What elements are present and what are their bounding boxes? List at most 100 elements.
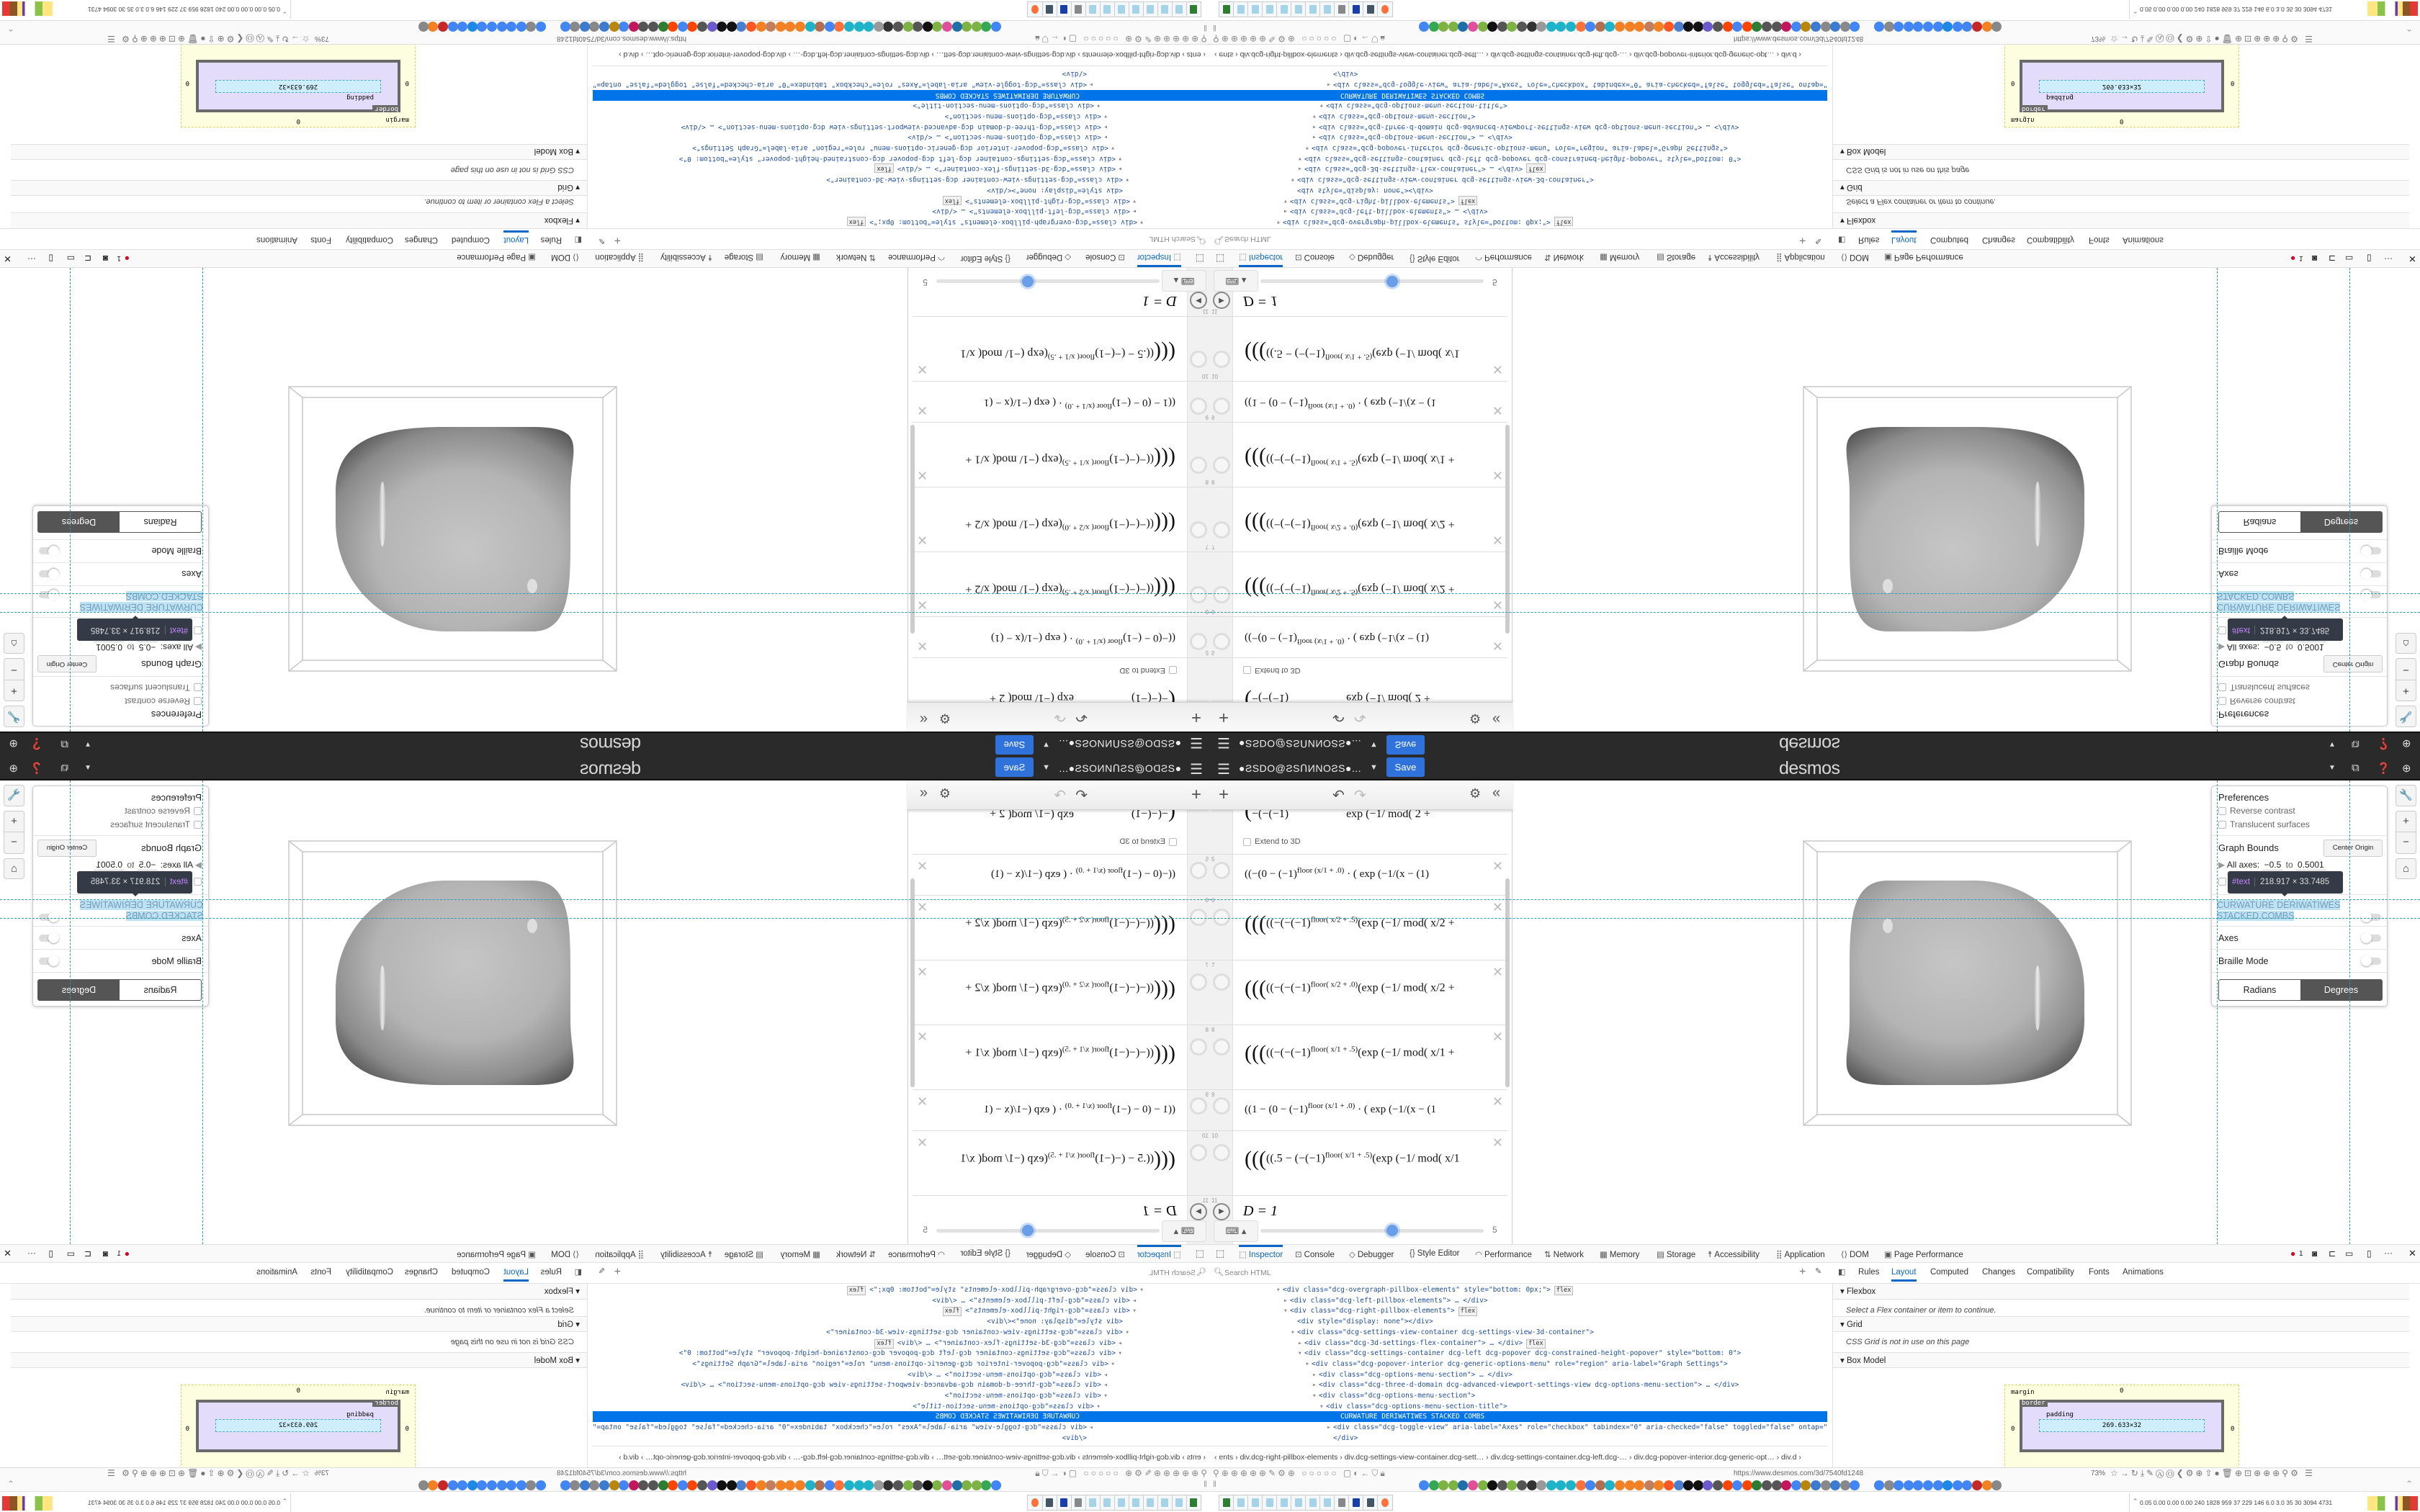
flex-badge[interactable]: flex	[1526, 1338, 1546, 1349]
error-icon[interactable]: ●	[2290, 253, 2296, 264]
chevron-up-icon[interactable]: ⌃	[6, 23, 14, 33]
reverse-contrast-checkbox[interactable]: Reverse contrast	[125, 696, 202, 706]
sidebar-tab-rules[interactable]: Rules	[1858, 1268, 1880, 1277]
measure-icon[interactable]: ▭	[66, 253, 75, 264]
bookmark-icon[interactable]	[1595, 1480, 1605, 1490]
bookmark-icon[interactable]	[447, 22, 458, 32]
center-origin-button[interactable]: Center Origin	[37, 840, 97, 857]
error-icon[interactable]: ●	[2290, 1248, 2296, 1259]
box-model-section-header[interactable]: ▾ Box Model	[1833, 144, 2409, 160]
delete-expression-icon[interactable]: ✕	[1492, 403, 1503, 418]
taskbar-notepad-icon[interactable]	[1171, 1495, 1187, 1511]
toggle-sidebar-icon[interactable]: ◧	[1838, 235, 1846, 244]
share-icon[interactable]: ⧉	[2352, 738, 2360, 750]
devtools-tab-style-editor[interactable]: {}Style Editor	[1410, 254, 1460, 263]
bookmark-icon[interactable]	[1556, 1480, 1567, 1490]
taskbar-terminal-icon[interactable]	[1186, 1495, 1201, 1511]
reverse-contrast-checkbox[interactable]: Reverse contrast	[125, 806, 202, 816]
bookmark-icon[interactable]	[1575, 22, 1586, 32]
toolbar-icons[interactable]: ⚲⊕⊕⊕⊕⊕✎⚙⊕ ○○○○○ ▢◐←⛉🔒︎	[1033, 34, 1207, 44]
bookmark-icon[interactable]	[864, 1480, 874, 1490]
slider-expression-row[interactable]: 11 ▶ D = 1	[1210, 1196, 1507, 1244]
bookmark-icon[interactable]	[834, 1480, 845, 1490]
delete-expression-icon[interactable]: ✕	[1492, 598, 1503, 612]
user-account-name[interactable]: ●ƧSDO@ƧSՈИNOƧS●...	[1058, 762, 1181, 774]
taskbar-notepad-icon[interactable]	[1142, 1, 1158, 17]
tree-node[interactable]: ▸ <div class="dcg-options-menu-section"> …	[1210, 132, 1827, 143]
zoom-level[interactable]: 73%	[314, 1470, 329, 1477]
screenshot-icon[interactable]: ◙	[102, 1248, 108, 1259]
bookmark-icon[interactable]	[766, 1480, 776, 1490]
rulers-icon[interactable]: ⊏	[84, 253, 91, 264]
tree-node[interactable]: ▾ <div class="dcg-options-menu-section-ti…	[1210, 1401, 1827, 1412]
delete-expression-icon[interactable]: ✕	[1492, 639, 1503, 653]
taskbar-speaker-icon[interactable]	[1334, 1, 1350, 17]
expression-math[interactable]: (((((.5 − (−(−1)floor( x/1 + .5)(exp (−1…	[960, 341, 1175, 365]
devtools-tab-inspector[interactable]: ⬚Inspector	[1239, 253, 1283, 267]
eyedropper-icon[interactable]: ✎	[598, 1267, 605, 1276]
delete-expression-icon[interactable]: ✕	[1492, 859, 1503, 873]
tree-node[interactable]: ▾ <div class="dcg-options-menu-section-ti…	[1210, 100, 1827, 111]
zoom-out-button[interactable]: −	[4, 660, 24, 680]
sidebar-tab-rules[interactable]: Rules	[540, 235, 562, 244]
taskbar-notepad-icon[interactable]	[1247, 1495, 1263, 1511]
devtools-tab-application[interactable]: ⣿Application	[1776, 253, 1825, 261]
taskbar-firefox-icon[interactable]	[1027, 1, 1043, 17]
bookmark-icon[interactable]	[1762, 1480, 1772, 1490]
tree-node[interactable]: ▾ <div class="dcg-overgraph-pillbox-eleme…	[593, 217, 1210, 228]
bookmark-icon[interactable]	[428, 1480, 439, 1490]
responsive-design-icon[interactable]: ▯	[2367, 253, 2372, 264]
bookmark-icon[interactable]	[1850, 22, 1860, 32]
expand-arrow-icon[interactable]: ▾	[1139, 218, 1144, 226]
expression-row[interactable]: 7 ✕ (((((−(−(−1)floor( x/2 + .0)(exp (−1/ …	[1210, 960, 1507, 1025]
search-html-input[interactable]: 🔍︎ Search HTML + ✎	[598, 234, 1206, 246]
slider-thumb[interactable]	[1386, 276, 1398, 287]
bookmark-icon[interactable]	[1732, 22, 1743, 32]
keyboard-toggle-button[interactable]: ⌨ ▴	[1162, 1220, 1206, 1242]
radians-button[interactable]: Radians	[143, 985, 177, 995]
expand-arrow-icon[interactable]: ▾	[1103, 1392, 1108, 1400]
taskbar-speaker-icon[interactable]	[1070, 1, 1086, 17]
tree-node[interactable]: <div style="display: none"></div>	[1210, 1316, 1827, 1327]
bound-max-input[interactable]: 0.5001	[94, 642, 125, 652]
expand-arrow-icon[interactable]: ▾	[1125, 1328, 1129, 1336]
tree-node[interactable]: ▾ <div class="dcg-settings-view-container…	[593, 174, 1210, 185]
search-html-input[interactable]: 🔍︎ Search HTML + ✎	[1214, 1266, 1822, 1278]
expression-row[interactable]: 10 ✕ (((((.5 − (−(−1)floor( x/1 + .5)(exp …	[913, 316, 1210, 381]
expression-row[interactable]: 8 ✕ (((((−(−(−1)floor( x/1 + .5)(exp (−1/ …	[913, 422, 1210, 487]
expression-math[interactable]: ((−(0 − (−1)floor (x/1 + .0) · ( exp (−1…	[1245, 632, 1430, 646]
share-icon[interactable]: ⧉	[60, 738, 68, 750]
bookmark-icon[interactable]	[516, 1480, 526, 1490]
slider-thumb[interactable]	[1022, 1225, 1034, 1236]
sidebar-tab-rules[interactable]: Rules	[540, 1268, 562, 1277]
bookmark-icon[interactable]	[1428, 22, 1439, 32]
expand-arrow-icon[interactable]: ▾	[1276, 1286, 1281, 1294]
toggle-sidebar-icon[interactable]: ◧	[1838, 1268, 1846, 1277]
bookmark-icon[interactable]	[1526, 22, 1537, 32]
bookmark-icon[interactable]	[1894, 1480, 1904, 1490]
expand-arrow-icon[interactable]: ▾	[1276, 218, 1281, 226]
bookmark-icon[interactable]	[516, 22, 526, 32]
expand-arrow-icon[interactable]: ▸	[1103, 1381, 1108, 1390]
curvature-toggle[interactable]	[2361, 912, 2381, 922]
bookmark-icon[interactable]	[1972, 1480, 1982, 1490]
expand-arrow-icon[interactable]: ▸	[1312, 133, 1317, 142]
tree-node[interactable]: ▾ <div class="dcg-settings-container dcg-…	[593, 153, 1210, 164]
bookmark-icon[interactable]	[1811, 1480, 1821, 1490]
expression-math[interactable]: (−(−(−1)exp (−1/ mod( 2 +	[1245, 690, 1430, 702]
tree-node[interactable]: </div>	[1210, 68, 1827, 79]
expand-arrow-icon[interactable]: ▸	[1118, 1338, 1122, 1347]
expression-row[interactable]: 5 ✕ ((−(0 − (−1)floor (x/1 + .0) · ( exp (…	[913, 616, 1210, 657]
bound-min-input[interactable]: −0.5	[136, 860, 158, 870]
color-toggle-icon[interactable]	[1213, 456, 1230, 474]
box-model-section-header[interactable]: ▾ Box Model	[11, 1352, 587, 1368]
taskbar-speaker-icon[interactable]	[1070, 1495, 1086, 1511]
caret-down-icon[interactable]: ▼	[1042, 763, 1050, 772]
bookmark-icon[interactable]	[1419, 1480, 1429, 1490]
devtools-tab-performance[interactable]: ◠Performance	[888, 1251, 945, 1259]
expression-math[interactable]: (((((−(−(−1)floor( x/2 + .5)(exp (−1/ mo…	[965, 912, 1175, 935]
expression-math[interactable]: (((((.5 − (−(−1)floor( x/1 + .5)(exp (−1…	[960, 1147, 1175, 1171]
devtools-tab-dom[interactable]: ⟨⟩DOM	[1841, 253, 1869, 261]
expand-triangle-icon[interactable]: ▶	[194, 860, 202, 870]
bookmark-icon[interactable]	[1693, 1480, 1703, 1490]
